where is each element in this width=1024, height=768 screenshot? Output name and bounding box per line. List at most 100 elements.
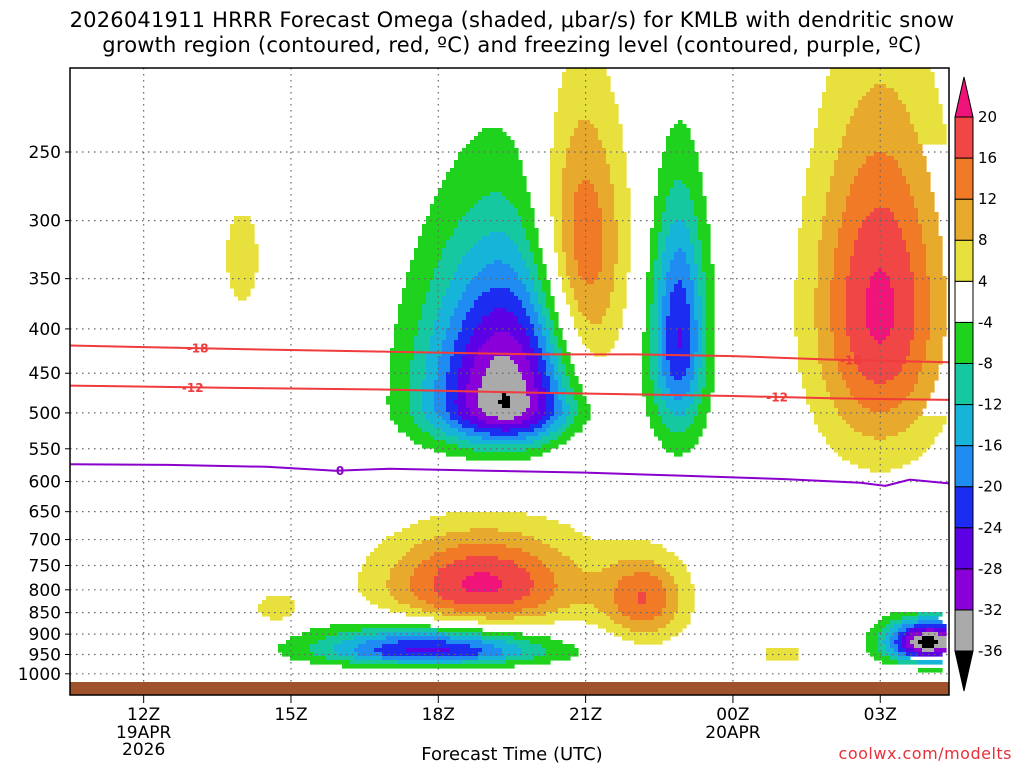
omega-cell <box>914 328 931 333</box>
omega-cell <box>910 188 931 193</box>
omega-cell <box>478 132 507 137</box>
omega-cell <box>650 332 659 337</box>
omega-cell <box>578 408 591 413</box>
omega-cell <box>658 324 663 329</box>
omega-cell <box>382 540 423 545</box>
omega-cell <box>530 360 539 365</box>
omega-cell <box>658 288 667 293</box>
omega-cell <box>650 344 659 349</box>
omega-cell <box>666 348 691 353</box>
omega-cell <box>670 192 691 197</box>
omega-cell <box>614 272 627 277</box>
omega-cell <box>658 348 663 353</box>
omega-cell <box>230 272 255 277</box>
omega-cell <box>494 260 503 265</box>
omega-cell <box>514 268 531 273</box>
omega-cell <box>462 328 475 333</box>
omega-cell <box>642 372 651 377</box>
omega-cell <box>390 576 411 581</box>
omega-cell <box>902 636 907 641</box>
omega-cell <box>370 552 407 557</box>
omega-cell <box>666 604 679 609</box>
omega-cell <box>662 344 667 349</box>
omega-cell <box>646 272 655 277</box>
omega-cell <box>558 96 615 101</box>
omega-cell <box>678 592 695 597</box>
omega-cell <box>650 340 659 345</box>
omega-cell <box>846 196 915 201</box>
omega-cell <box>666 248 679 253</box>
omega-cell <box>666 320 691 325</box>
omega-cell <box>686 220 699 225</box>
omega-cell <box>842 416 919 421</box>
omega-cell <box>886 636 891 641</box>
omega-cell <box>646 396 655 401</box>
omega-cell <box>266 596 291 601</box>
omega-cell <box>898 660 919 665</box>
omega-cell <box>702 296 707 301</box>
omega-cell <box>838 364 859 369</box>
omega-cell <box>814 132 847 137</box>
omega-cell <box>562 176 611 181</box>
credit-link[interactable]: coolwx.com/modelts <box>838 744 1012 763</box>
omega-cell <box>930 336 943 341</box>
omega-cell <box>522 548 559 553</box>
omega-cell <box>614 284 627 289</box>
omega-cell <box>702 252 711 257</box>
omega-cell <box>474 332 495 337</box>
omega-cell <box>542 324 547 329</box>
omega-cell <box>914 636 923 641</box>
omega-cell <box>522 532 583 537</box>
omega-cell <box>434 392 447 397</box>
y-tick-label: 800 <box>29 581 61 601</box>
omega-cell <box>794 304 815 309</box>
omega-cell <box>462 324 479 329</box>
omega-cell <box>706 352 715 357</box>
omega-cell <box>706 344 715 349</box>
omega-cell <box>546 600 615 605</box>
omega-cell <box>554 404 563 409</box>
chart-title-line-1: 2026041911 HRRR Forecast Omega (shaded, … <box>69 8 955 32</box>
omega-cell <box>574 560 619 565</box>
omega-cell <box>358 580 387 585</box>
omega-cell <box>530 576 555 581</box>
omega-cell <box>922 232 939 237</box>
omega-cell <box>702 316 707 321</box>
colorbar-label: 8 <box>978 231 988 249</box>
omega-cell <box>502 580 535 585</box>
omega-cell <box>482 640 507 645</box>
omega-cell <box>310 628 363 633</box>
omega-cell <box>898 632 907 637</box>
omega-cell <box>446 404 459 409</box>
omega-cell <box>314 652 339 657</box>
omega-cell <box>830 312 847 317</box>
omega-cell <box>642 376 651 381</box>
omega-cell <box>818 336 835 341</box>
omega-cell <box>690 320 699 325</box>
omega-cell <box>410 404 423 409</box>
omega-cell <box>534 252 543 257</box>
omega-cell <box>342 664 515 669</box>
omega-cell <box>586 620 615 625</box>
omega-cell <box>518 368 531 373</box>
omega-cell <box>446 640 483 645</box>
omega-cell <box>578 400 587 405</box>
omega-cell <box>526 436 543 441</box>
omega-cell <box>690 380 699 385</box>
omega-cell <box>874 208 891 213</box>
omega-cell <box>654 388 663 393</box>
omega-cell <box>662 356 667 361</box>
omega-cell <box>538 300 547 305</box>
omega-cell <box>538 388 547 393</box>
omega-cell <box>446 432 467 437</box>
omega-cell <box>834 268 851 273</box>
omega-cell <box>494 356 511 361</box>
omega-cell <box>798 344 819 349</box>
omega-cell <box>882 268 911 273</box>
omega-cell <box>702 328 707 333</box>
omega-cell <box>570 312 583 317</box>
omega-cell <box>530 300 539 305</box>
omega-cell <box>658 176 703 181</box>
omega-cell <box>538 360 547 365</box>
omega-cell <box>602 320 623 325</box>
